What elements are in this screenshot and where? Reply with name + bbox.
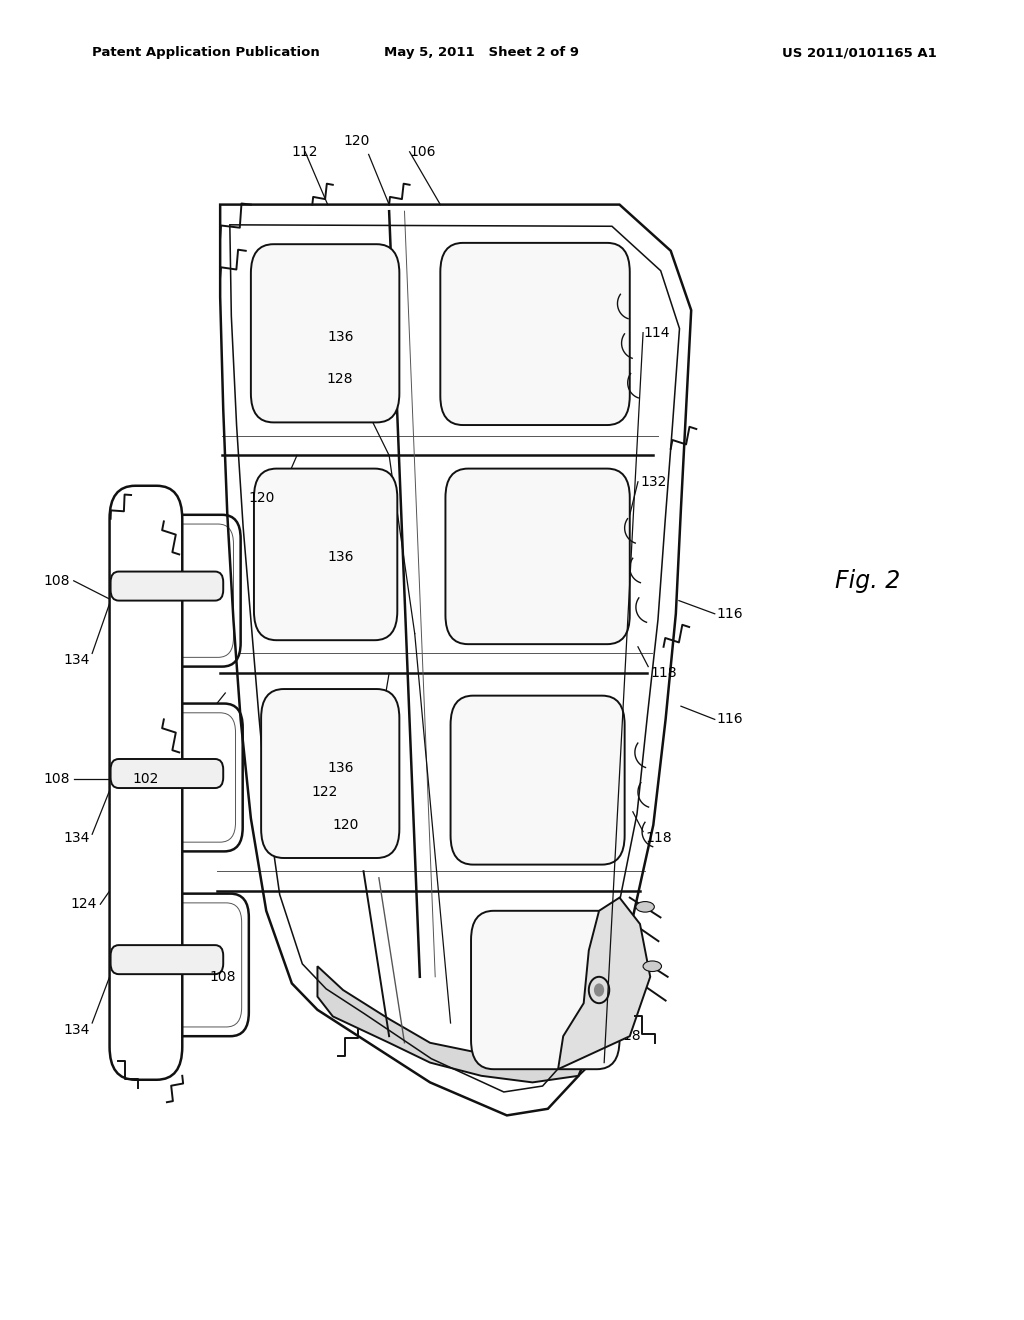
FancyBboxPatch shape (111, 572, 223, 601)
FancyBboxPatch shape (145, 903, 242, 1027)
Text: 120: 120 (332, 818, 358, 832)
Text: 118: 118 (579, 1036, 605, 1051)
Ellipse shape (643, 961, 662, 972)
FancyBboxPatch shape (137, 533, 226, 648)
FancyBboxPatch shape (254, 469, 397, 640)
Text: 136: 136 (328, 330, 354, 343)
Text: Patent Application Publication: Patent Application Publication (92, 46, 319, 59)
Circle shape (594, 983, 604, 997)
FancyBboxPatch shape (138, 894, 249, 1036)
Ellipse shape (636, 902, 654, 912)
Text: 108: 108 (210, 970, 237, 983)
FancyBboxPatch shape (251, 244, 399, 422)
FancyBboxPatch shape (471, 911, 620, 1069)
Text: 134: 134 (63, 832, 90, 845)
FancyBboxPatch shape (261, 689, 399, 858)
Text: 122: 122 (311, 785, 338, 799)
Text: 136: 136 (328, 762, 354, 775)
Text: 132: 132 (640, 475, 667, 488)
Text: 108: 108 (43, 772, 70, 785)
Text: 134: 134 (63, 1023, 90, 1036)
FancyBboxPatch shape (123, 515, 241, 667)
FancyBboxPatch shape (440, 243, 630, 425)
FancyBboxPatch shape (130, 524, 233, 657)
Text: 124: 124 (71, 898, 97, 911)
Text: 114: 114 (643, 326, 670, 339)
Text: 120: 120 (343, 133, 370, 148)
Text: 116: 116 (717, 713, 743, 726)
FancyBboxPatch shape (142, 722, 228, 833)
FancyBboxPatch shape (135, 713, 236, 842)
Text: 134: 134 (63, 653, 90, 667)
Text: 136: 136 (328, 550, 354, 564)
Text: 118: 118 (645, 832, 672, 845)
Text: 106: 106 (410, 145, 436, 158)
Text: 112: 112 (292, 145, 318, 158)
Text: 118: 118 (650, 667, 677, 680)
Text: 120: 120 (248, 491, 274, 504)
Text: 128: 128 (327, 372, 353, 387)
Polygon shape (558, 898, 650, 1069)
FancyBboxPatch shape (111, 945, 223, 974)
Text: Fig. 2: Fig. 2 (835, 569, 900, 593)
Text: May 5, 2011   Sheet 2 of 9: May 5, 2011 Sheet 2 of 9 (384, 46, 579, 59)
Polygon shape (317, 966, 604, 1082)
FancyBboxPatch shape (153, 912, 234, 1018)
FancyBboxPatch shape (110, 486, 182, 1080)
Text: 118: 118 (614, 1030, 641, 1043)
Text: US 2011/0101165 A1: US 2011/0101165 A1 (782, 46, 937, 59)
Text: 102: 102 (132, 772, 159, 785)
FancyBboxPatch shape (128, 704, 243, 851)
FancyBboxPatch shape (451, 696, 625, 865)
FancyBboxPatch shape (111, 759, 223, 788)
Text: 116: 116 (717, 607, 743, 620)
Text: 108: 108 (43, 574, 70, 587)
FancyBboxPatch shape (445, 469, 630, 644)
